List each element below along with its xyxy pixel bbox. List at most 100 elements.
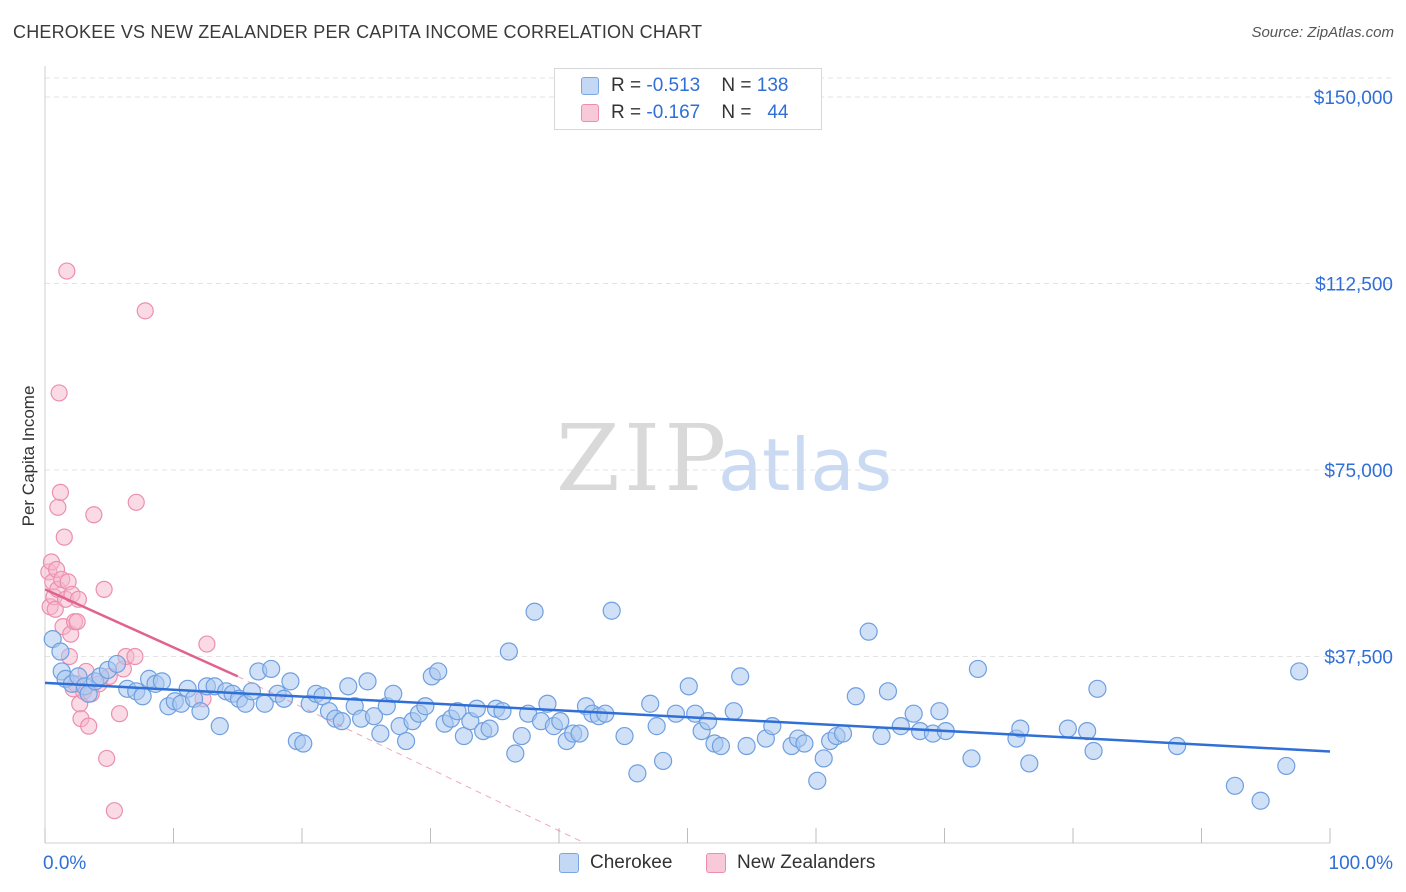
axes bbox=[44, 66, 1331, 844]
new-zealanders-point bbox=[136, 302, 154, 320]
cherokee-point bbox=[666, 704, 686, 723]
watermark-atlas: atlas bbox=[718, 423, 892, 507]
new-zealanders-point bbox=[80, 717, 98, 735]
new-zealanders-point bbox=[55, 528, 73, 546]
cherokee-point bbox=[506, 744, 525, 763]
y-tick-label: $112,500 bbox=[1315, 275, 1393, 296]
cherokee-point bbox=[647, 717, 666, 736]
cherokee-point bbox=[968, 659, 988, 679]
cherokee-point bbox=[210, 717, 229, 736]
cherokee-point bbox=[846, 687, 865, 706]
legend-n-label: N = bbox=[721, 75, 757, 96]
gridlines bbox=[45, 77, 1395, 657]
watermark: ZIP atlas bbox=[556, 405, 892, 512]
cherokee-point bbox=[191, 702, 210, 721]
cherokee-point bbox=[1225, 776, 1245, 795]
cherokee-point bbox=[538, 694, 557, 713]
new-zealanders-point bbox=[126, 647, 144, 666]
y-tick-labels: $37,500 $75,000 $112,500 $150,000 bbox=[1314, 88, 1393, 669]
cherokee-point bbox=[493, 702, 512, 721]
cherokee-point bbox=[396, 731, 416, 751]
cherokee-point bbox=[1277, 756, 1296, 776]
cherokee-point bbox=[467, 699, 486, 718]
cherokee-point bbox=[615, 726, 634, 746]
watermark-zip: ZIP bbox=[556, 405, 730, 512]
new-zealanders-point bbox=[51, 483, 70, 501]
x-tick-labels: 0.0% 100.0% bbox=[43, 853, 1393, 874]
cherokee-point bbox=[878, 682, 898, 701]
cherokee-point bbox=[274, 689, 294, 708]
new-zealanders-point bbox=[68, 613, 86, 631]
cherokee-point bbox=[1020, 754, 1039, 773]
legend-r-value: -0.513 bbox=[646, 75, 701, 96]
cherokee-point bbox=[653, 751, 673, 771]
cherokee-point bbox=[808, 771, 827, 790]
cherokee-point bbox=[281, 672, 300, 691]
x-tick-label: 0.0% bbox=[43, 853, 86, 874]
cherokee-point bbox=[332, 712, 351, 731]
chart-title: CHEROKEE VS NEW ZEALANDER PER CAPITA INC… bbox=[13, 22, 703, 42]
new-zealanders-trend-line bbox=[44, 588, 239, 678]
cherokee-point bbox=[1251, 791, 1270, 810]
cherokee-point bbox=[1167, 736, 1187, 756]
new-zealanders-point bbox=[50, 384, 68, 402]
y-tick-label: $37,500 bbox=[1324, 648, 1393, 669]
new-zealanders-point bbox=[49, 498, 67, 516]
cherokee-point bbox=[904, 704, 923, 723]
cherokee-point bbox=[429, 662, 448, 681]
cherokee-point bbox=[1084, 741, 1103, 761]
cherokee-point bbox=[1058, 719, 1077, 738]
cherokee-label: Cherokee bbox=[590, 852, 673, 873]
new-zealanders-point bbox=[58, 262, 76, 280]
new-zealanders-swatch bbox=[581, 104, 599, 122]
new-zealanders-points bbox=[40, 262, 216, 820]
cherokee-point bbox=[962, 749, 981, 768]
cherokee-point bbox=[107, 654, 127, 674]
new-zealanders-trend-extension bbox=[237, 675, 585, 844]
correlation-legend: R = -0.513 N = 138 R = -0.167 N = 44 bbox=[554, 68, 822, 130]
cherokee-trend-line bbox=[44, 681, 1331, 753]
new-zealanders-label: New Zealanders bbox=[737, 852, 876, 873]
cherokee-point bbox=[833, 724, 853, 743]
cherokee-point bbox=[711, 736, 731, 756]
source-label: Source: ZipAtlas.com bbox=[1251, 24, 1394, 41]
cherokee-point bbox=[859, 622, 878, 641]
new-zealanders-point bbox=[98, 749, 116, 768]
new-zealanders-point bbox=[46, 600, 64, 618]
legend-r-value: -0.167 bbox=[646, 102, 701, 123]
new-zealanders-point bbox=[198, 635, 216, 653]
cherokee-point bbox=[551, 712, 570, 731]
legend-n-value: 138 bbox=[756, 75, 789, 96]
cherokee-point bbox=[152, 672, 172, 691]
new-zealanders-swatch bbox=[706, 853, 726, 873]
legend-r-label: R = bbox=[611, 75, 647, 96]
cherokee-point bbox=[891, 717, 910, 736]
cherokee-point bbox=[1011, 719, 1030, 738]
new-zealanders-point bbox=[95, 580, 113, 598]
cherokee-point bbox=[51, 642, 70, 661]
cherokee-point bbox=[364, 707, 384, 726]
cherokee-point bbox=[814, 749, 833, 768]
legend-n-label: N = bbox=[721, 102, 757, 123]
cherokee-point bbox=[795, 734, 814, 753]
cherokee-point bbox=[1088, 679, 1107, 698]
cherokee-point bbox=[698, 712, 718, 731]
cherokee-point bbox=[737, 736, 756, 756]
cherokee-point bbox=[679, 677, 698, 696]
legend-n-value: 44 bbox=[767, 102, 789, 123]
y-tick-label: $150,000 bbox=[1314, 88, 1393, 109]
cherokee-point bbox=[628, 764, 647, 783]
cherokee-points bbox=[43, 601, 1309, 810]
y-axis-label: Per Capita Income bbox=[19, 386, 38, 527]
y-tick-label: $75,000 bbox=[1324, 461, 1393, 482]
cherokee-swatch bbox=[559, 853, 579, 873]
cherokee-point bbox=[294, 734, 313, 753]
new-zealanders-point bbox=[85, 506, 103, 524]
cherokee-point bbox=[371, 724, 390, 743]
cherokee-point bbox=[499, 642, 518, 661]
cherokee-point bbox=[242, 682, 261, 701]
cherokee-point bbox=[262, 659, 281, 679]
cherokee-point bbox=[512, 726, 531, 746]
cherokee-point bbox=[448, 702, 467, 721]
